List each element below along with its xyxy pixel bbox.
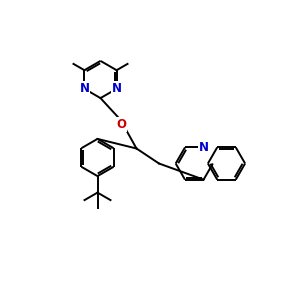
Text: N: N [80, 82, 89, 95]
Text: O: O [116, 118, 127, 131]
Text: N: N [112, 82, 122, 95]
Text: N: N [199, 141, 208, 154]
